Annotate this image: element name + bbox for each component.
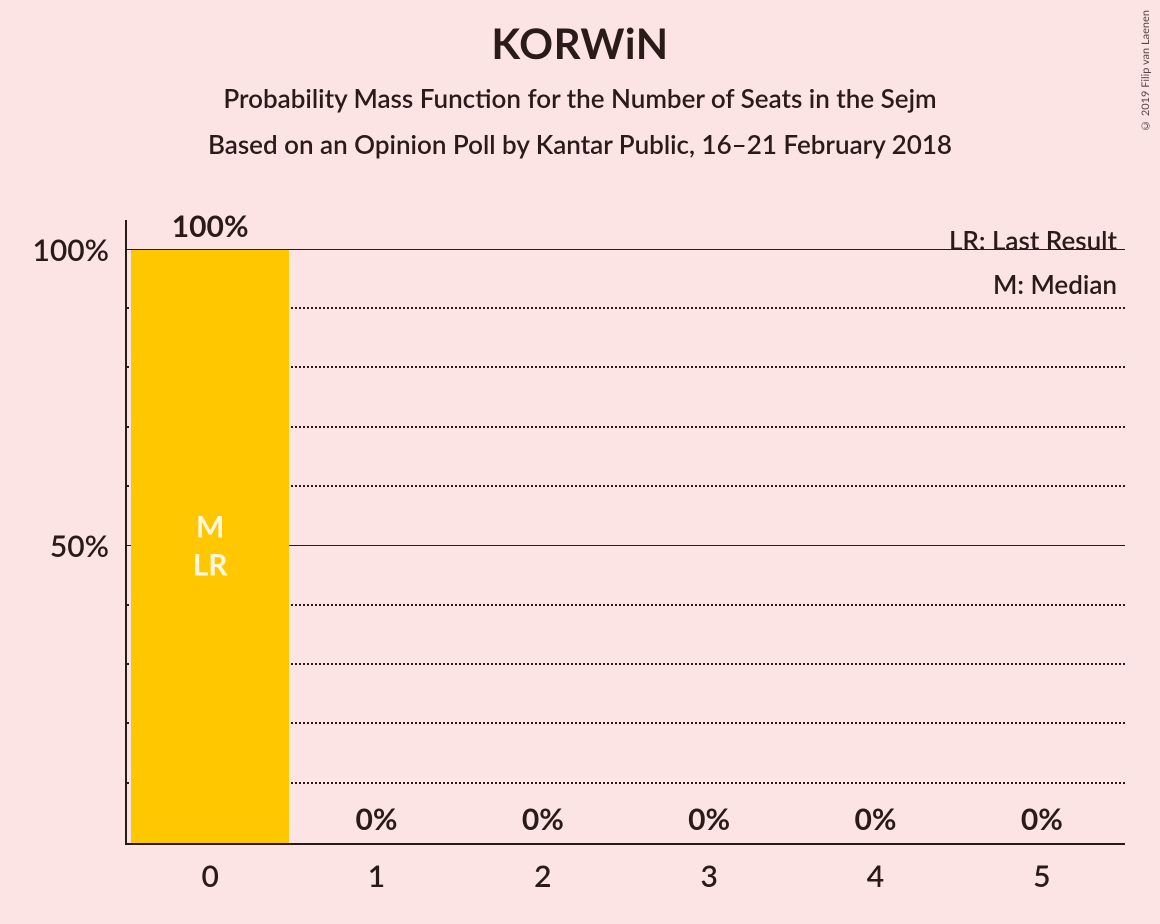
bar-value-label: 0% <box>522 801 564 843</box>
bar-value-label: 0% <box>688 801 730 843</box>
chart-subtitle-1: Probability Mass Function for the Number… <box>0 82 1160 114</box>
x-axis-tick: 0 <box>201 843 218 894</box>
bar-value-label: 0% <box>355 801 397 843</box>
y-axis-tick: 100% <box>32 232 127 268</box>
legend-m: M: Median <box>949 262 1117 306</box>
bar-value-label: 100% <box>172 208 249 250</box>
chart-area: LR: Last Result M: Median 50%100%0100%ML… <box>0 170 1160 910</box>
legend-lr: LR: Last Result <box>949 218 1117 262</box>
x-axis-tick: 1 <box>368 843 385 894</box>
bar: 100%MLR <box>131 250 289 843</box>
bar-value-label: 0% <box>854 801 896 843</box>
legend: LR: Last Result M: Median <box>949 218 1117 306</box>
x-axis-tick: 4 <box>867 843 884 894</box>
bar-value-label: 0% <box>1021 801 1063 843</box>
chart-subtitle-2: Based on an Opinion Poll by Kantar Publi… <box>0 128 1160 160</box>
plot-area: LR: Last Result M: Median 50%100%0100%ML… <box>125 220 1125 845</box>
x-axis-tick: 5 <box>1033 843 1050 894</box>
bar-inner-label: MLR <box>193 509 228 584</box>
y-axis-tick: 50% <box>50 528 127 564</box>
x-axis-tick: 3 <box>700 843 717 894</box>
chart-title: KORWiN <box>0 0 1160 68</box>
copyright-label: © 2019 Filip van Laenen <box>1139 10 1152 132</box>
x-axis-tick: 2 <box>534 843 551 894</box>
